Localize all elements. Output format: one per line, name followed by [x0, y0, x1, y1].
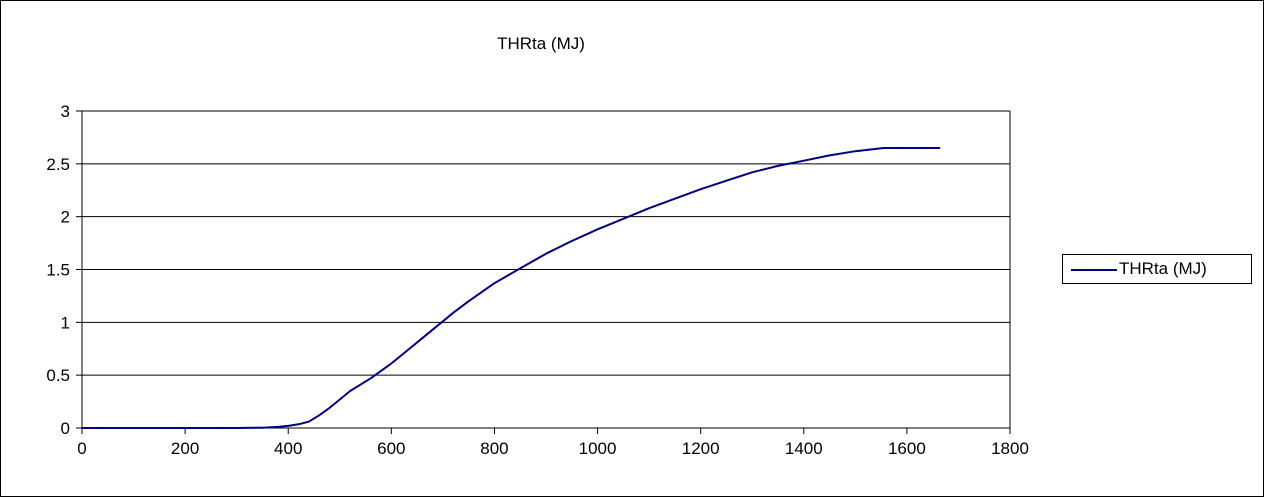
x-tick-label: 600	[377, 439, 405, 458]
x-tick-label: 1200	[682, 439, 720, 458]
x-tick-label: 1800	[991, 439, 1029, 458]
x-tick-label: 400	[274, 439, 302, 458]
series-line	[81, 147, 941, 429]
legend: THRta (MJ)	[1062, 254, 1252, 284]
y-tick-label: 0	[61, 419, 70, 438]
y-tick-label: 3	[61, 102, 70, 121]
x-tick-label: 0	[77, 439, 86, 458]
legend-label: THRta (MJ)	[1119, 259, 1207, 278]
y-tick-label: 2	[61, 208, 70, 227]
chart-title: THRta (MJ)	[497, 34, 585, 53]
x-tick-label: 200	[171, 439, 199, 458]
y-tick-label: 1.5	[46, 261, 70, 280]
y-tick-label: 2.5	[46, 155, 70, 174]
y-tick-label: 1	[61, 313, 70, 332]
y-tick-label: 0.5	[46, 366, 70, 385]
x-tick-label: 1400	[785, 439, 823, 458]
legend-swatch	[1071, 269, 1117, 271]
x-tick-label: 800	[480, 439, 508, 458]
x-tick-label: 1000	[579, 439, 617, 458]
x-tick-label: 1600	[888, 439, 926, 458]
